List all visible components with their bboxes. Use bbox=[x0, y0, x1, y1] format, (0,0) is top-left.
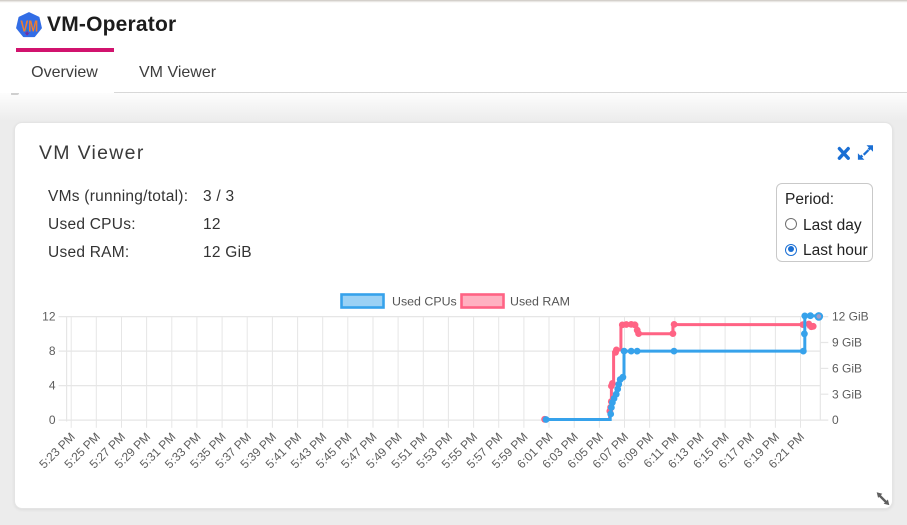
svg-text:12: 12 bbox=[42, 310, 56, 324]
svg-text:0: 0 bbox=[49, 413, 56, 427]
svg-text:Used RAM: Used RAM bbox=[510, 295, 570, 309]
svg-text:VM: VM bbox=[20, 18, 38, 35]
svg-text:4: 4 bbox=[49, 379, 56, 393]
svg-text:3 GiB: 3 GiB bbox=[832, 387, 862, 401]
svg-text:12 GiB: 12 GiB bbox=[832, 310, 869, 324]
svg-text:9 GiB: 9 GiB bbox=[832, 336, 862, 350]
svg-text:0: 0 bbox=[832, 413, 839, 427]
svg-text:8: 8 bbox=[49, 344, 56, 358]
svg-text:6 GiB: 6 GiB bbox=[832, 362, 862, 376]
svg-text:Used CPUs: Used CPUs bbox=[392, 295, 457, 309]
